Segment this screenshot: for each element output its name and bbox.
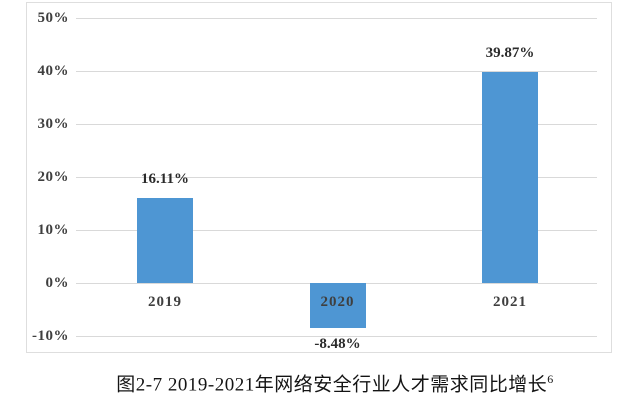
- gridline: [76, 18, 597, 19]
- bar-value-label: 39.87%: [485, 44, 535, 61]
- bar-value-label: 16.11%: [141, 170, 189, 187]
- y-tick-label: 50%: [37, 10, 69, 26]
- y-tick-label: -10%: [32, 328, 69, 344]
- x-category-label: 2019: [148, 294, 182, 310]
- bar-chart: 50% 40% 30% 20% 10% 0% -10% 16.11% 2019 -8.48% 202…: [26, 2, 612, 353]
- bar-2021: [482, 71, 538, 283]
- x-category-label: 2021: [493, 294, 527, 310]
- y-tick-label: 30%: [37, 116, 69, 132]
- gridline: [76, 230, 597, 231]
- caption-footnote-ref: 6: [547, 372, 554, 386]
- bar-2020: [309, 283, 366, 328]
- y-tick-label: 10%: [37, 222, 69, 238]
- y-tick-label: 0%: [45, 275, 69, 291]
- gridline: [76, 124, 597, 125]
- caption-text: 图2-7 2019-2021年网络安全行业人才需求同比增长: [116, 374, 548, 396]
- y-tick-label: 20%: [37, 169, 69, 185]
- gridline: [76, 336, 597, 337]
- figure-caption: 图2-7 2019-2021年网络安全行业人才需求同比增长6: [0, 366, 640, 398]
- bar-value-label: -8.48%: [314, 335, 361, 352]
- gridline: [76, 71, 597, 72]
- bar-2019: [137, 197, 193, 283]
- x-category-label: 2020: [320, 294, 355, 310]
- y-tick-label: 40%: [37, 63, 69, 79]
- gridline: [76, 177, 597, 178]
- plot-area: 50% 40% 30% 20% 10% 0% -10% 16.11% 2019 -8.48% 202…: [27, 3, 611, 352]
